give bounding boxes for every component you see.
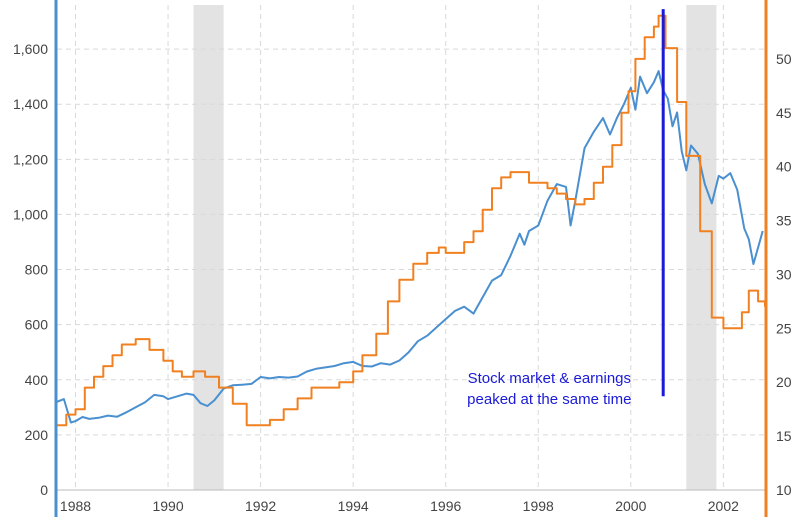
x-tick-label: 1992 [245, 498, 276, 514]
series-lines [56, 14, 766, 427]
y-left-tick-label: 1,600 [13, 41, 48, 57]
x-tick-label: 1990 [152, 498, 183, 514]
x-tick-label: 1994 [338, 498, 369, 514]
axes [54, 0, 768, 517]
y-right-tick-label: 50 [776, 51, 792, 67]
tick-labels: 0 200 400 600 800 1,000 1,200 1,400 1,600 10 15 20 2… [13, 41, 792, 514]
annotation-line-2: peaked at the same time [467, 391, 631, 408]
y-right-tick-label: 40 [776, 159, 792, 175]
series-line-earnings [57, 14, 766, 427]
y-left-tick-label: 0 [40, 482, 48, 498]
x-tick-label: 1996 [430, 498, 461, 514]
y-left-tick-label: 1,000 [13, 206, 48, 222]
y-left-tick-label: 1,200 [13, 151, 48, 167]
y-right-tick-label: 10 [776, 482, 792, 498]
x-tick-label: 2000 [615, 498, 646, 514]
annotation: Stock market & earnings peaked at the sa… [467, 9, 665, 408]
y-left-tick-label: 200 [25, 427, 49, 443]
y-left-tick-label: 600 [25, 317, 49, 333]
y-right-tick-label: 30 [776, 266, 792, 282]
recession-band-1 [193, 5, 224, 490]
x-tick-label: 1998 [523, 498, 554, 514]
y-right-tick-label: 15 [776, 428, 792, 444]
y-left-tick-label: 400 [25, 372, 49, 388]
y-right-tick-label: 35 [776, 213, 792, 229]
grid-lines [57, 5, 765, 491]
recession-bands [193, 5, 717, 490]
x-tick-label: 1988 [60, 498, 91, 514]
y-right-tick-label: 20 [776, 374, 792, 390]
y-left-tick-label: 800 [25, 262, 49, 278]
x-tick-label: 2002 [708, 498, 739, 514]
annotation-line-1: Stock market & earnings [468, 370, 631, 387]
y-right-tick-label: 25 [776, 320, 792, 336]
y-right-tick-label: 45 [776, 105, 792, 121]
y-left-tick-label: 1,400 [13, 96, 48, 112]
series-line-sp500 [56, 70, 764, 424]
